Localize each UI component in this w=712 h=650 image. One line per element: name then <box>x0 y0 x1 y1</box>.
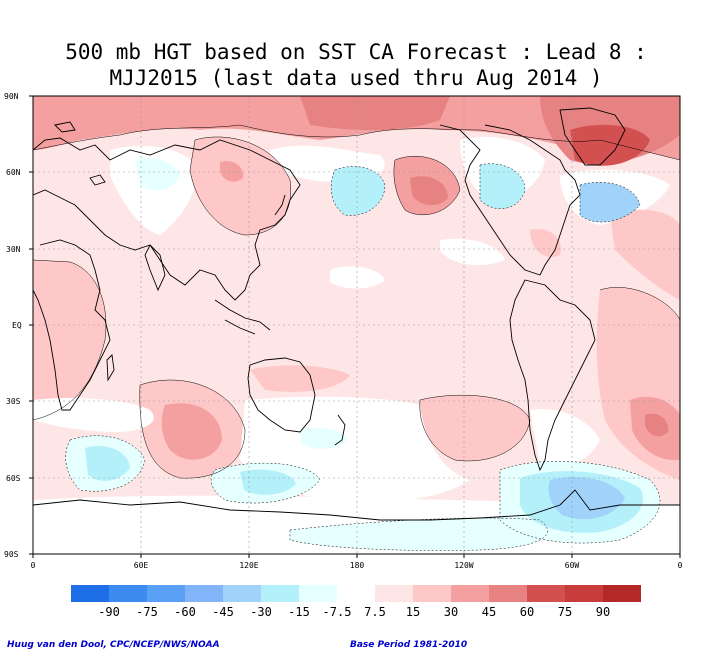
map-title-line1: 500 mb HGT based on SST CA Forecast : Le… <box>65 40 647 64</box>
legend-label: 60 <box>520 605 534 619</box>
legend-label: -30 <box>250 605 272 619</box>
legend-label: 45 <box>482 605 496 619</box>
lon-labels: 0 60E 120E 180 120W 60W 0 <box>31 561 683 570</box>
axis-ticks <box>29 95 681 558</box>
lat-label-30n: 30N <box>6 245 21 254</box>
lon-label-120e: 120E <box>239 561 258 570</box>
legend-swatch <box>565 585 603 602</box>
legend-swatch <box>71 585 109 602</box>
legend-label: 7.5 <box>364 605 386 619</box>
legend-label: -15 <box>288 605 310 619</box>
legend-label: -60 <box>174 605 196 619</box>
legend-label: -7.5 <box>323 605 352 619</box>
legend-label: -45 <box>212 605 234 619</box>
legend-swatch <box>109 585 147 602</box>
legend-label: -90 <box>98 605 120 619</box>
gridlines <box>33 96 680 554</box>
lat-label-60n: 60N <box>6 168 21 177</box>
lat-label-90n: 90N <box>4 92 19 101</box>
lon-label-120w: 120W <box>454 561 473 570</box>
legend-label: 90 <box>596 605 610 619</box>
legend-swatch <box>489 585 527 602</box>
legend-swatch <box>147 585 185 602</box>
map-title-line2: MJJ2015 (last data used thru Aug 2014 ) <box>109 66 603 90</box>
legend-swatch <box>603 585 641 602</box>
lon-label-60w: 60W <box>565 561 580 570</box>
lon-label-0-right: 0 <box>678 561 683 570</box>
lat-label-eq: EQ <box>12 321 22 330</box>
coastlines <box>33 107 680 521</box>
legend-swatch <box>451 585 489 602</box>
legend-swatch <box>527 585 565 602</box>
lon-label-60e: 60E <box>134 561 149 570</box>
legend-swatch <box>261 585 299 602</box>
lon-label-0-left: 0 <box>31 561 36 570</box>
legend-swatch <box>185 585 223 602</box>
lat-labels: 90N 60N 30N EQ 30S 60S 90S <box>4 92 22 559</box>
footer-base-period: Base Period 1981-2010 <box>350 640 468 650</box>
legend-labels: -90 -75 -60 -45 -30 -15 -7.5 7.5 15 30 45 60 75 90 <box>98 605 610 619</box>
legend-swatch <box>299 585 337 602</box>
legend-swatch <box>223 585 261 602</box>
legend-swatch <box>413 585 451 602</box>
anomaly-fill-layer <box>33 96 680 554</box>
lat-label-30s: 30S <box>6 397 21 406</box>
legend-label: 30 <box>444 605 458 619</box>
legend-label: -75 <box>136 605 158 619</box>
lat-label-60s: 60S <box>6 474 21 483</box>
legend-swatch <box>337 585 375 602</box>
lon-label-180: 180 <box>350 561 365 570</box>
legend-label: 75 <box>558 605 572 619</box>
lat-label-90s: 90S <box>4 550 19 559</box>
contour-lines <box>33 124 680 551</box>
legend-color-bar <box>71 585 641 602</box>
footer-credit: Huug van den Dool, CPC/NCEP/NWS/NOAA <box>7 640 220 650</box>
legend-swatch <box>375 585 413 602</box>
legend-label: 15 <box>406 605 420 619</box>
